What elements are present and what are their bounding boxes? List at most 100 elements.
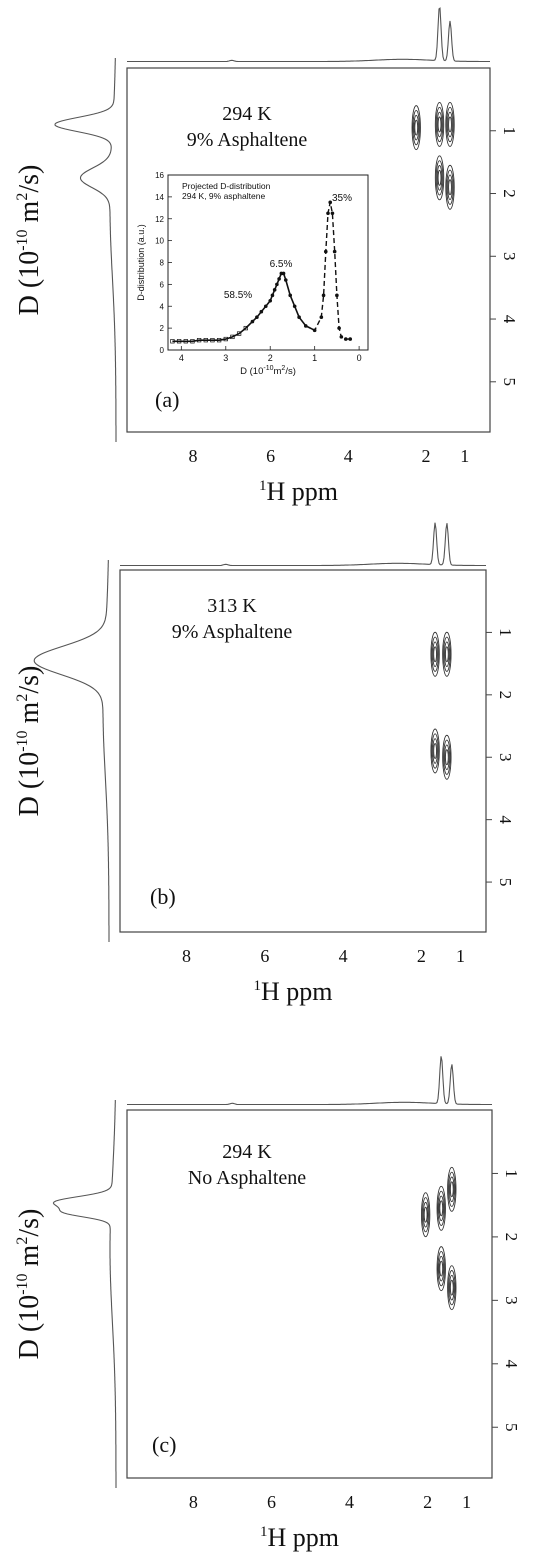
y-tick-label: 3	[496, 753, 515, 762]
cross-peak-4	[445, 164, 455, 210]
cross-peak-5	[411, 105, 421, 151]
top-projection-spectrum	[127, 7, 490, 63]
inset-peak-label-35: 35%	[332, 193, 352, 204]
y-tick-label: 2	[500, 189, 519, 198]
y-tick-label: 2	[496, 691, 515, 700]
cross-peak-1	[436, 1185, 446, 1231]
cross-peak-5	[420, 1192, 431, 1238]
x-tick-label: 6	[266, 446, 275, 466]
condition-temperature: 294 K	[222, 103, 272, 125]
inset-point	[268, 298, 273, 303]
inset-y-tick-label: 0	[160, 346, 165, 355]
cross-peak-4	[442, 734, 452, 780]
inset-x-tick-label: 3	[223, 353, 228, 363]
condition-sample: 9% Asphaltene	[187, 129, 308, 151]
panel-c: 1 2 3 4 5 8 6 4 2 1 1H ppm D (10-10 m2/s) 294 K No As…	[14, 1056, 521, 1552]
x-tick-label: 2	[423, 1492, 432, 1512]
cross-peak-2	[442, 631, 452, 677]
panel-b: 1 2 3 4 5 8 6 4 2 1 1H ppm D (10-10 m2/s) 313 K 9% As…	[14, 522, 515, 1006]
inset-point	[170, 339, 175, 344]
cross-peak-2	[445, 102, 455, 147]
condition-temperature: 294 K	[222, 1141, 272, 1163]
inset-y-tick-label: 12	[155, 215, 164, 224]
inset-point	[283, 278, 288, 282]
inset-peak-label-58-5: 58.5%	[224, 290, 252, 301]
plot-frame	[126, 1109, 493, 1479]
cross-peak-3	[436, 1246, 446, 1292]
x-tick-label: 1	[460, 446, 469, 466]
inset-point	[196, 338, 202, 343]
y-tick-label: 4	[502, 1360, 521, 1369]
inset-y-tick-label: 10	[155, 237, 164, 246]
x-tick-label: 1	[456, 946, 465, 966]
x-axis-label: 1H ppm	[259, 477, 338, 506]
inset-point	[343, 337, 348, 341]
inset-point	[303, 324, 308, 328]
panel-label: (c)	[152, 1432, 176, 1457]
cross-peak-1	[434, 102, 445, 147]
y-tick-label: 3	[502, 1296, 521, 1305]
x-tick-label: 8	[189, 1492, 198, 1512]
inset-point	[281, 271, 286, 276]
inset-point	[183, 339, 188, 344]
inset-y-tick-label: 8	[160, 259, 165, 268]
inset-point	[277, 277, 281, 281]
inset-point	[210, 338, 215, 343]
inset-point	[190, 339, 195, 344]
inset-y-tick-label: 14	[155, 193, 164, 202]
inset-point	[326, 211, 330, 216]
inset-point	[330, 211, 335, 216]
x-tick-label: 2	[421, 446, 430, 466]
inset-point	[275, 282, 279, 287]
inset-title-line-2: 294 K, 9% asphaltene	[182, 191, 265, 201]
y-tick-label: 2	[502, 1233, 521, 1242]
inset-x-tick-label: 2	[268, 353, 273, 363]
y-tick-label: 1	[502, 1169, 521, 1178]
inset-x-axis-label: D (10-10m2/s)	[240, 365, 296, 377]
inset-point	[272, 288, 277, 292]
left-projection-distribution	[54, 58, 117, 442]
inset-point	[230, 334, 235, 340]
panel-label: (b)	[150, 884, 176, 909]
inset-y-tick-label: 16	[155, 171, 164, 180]
inset-point	[337, 326, 341, 330]
inset-point	[255, 315, 259, 319]
inset-point	[270, 293, 275, 298]
inset-point	[328, 200, 333, 205]
inset-y-axis-label: D-distribution (a.u.)	[136, 224, 146, 301]
inset-point	[216, 338, 222, 343]
plot-frame	[126, 67, 491, 433]
cross-peak-1	[430, 631, 440, 677]
inset-point	[348, 337, 353, 341]
cross-peak-3	[430, 728, 440, 774]
inset-title-line-1: Projected D-distribution	[182, 181, 271, 191]
x-tick-label: 4	[344, 446, 353, 466]
inset-point	[236, 331, 242, 336]
inset-peak-label-6-5: 6.5%	[270, 259, 293, 270]
cross-peak-2	[447, 1166, 457, 1212]
y-axis-label: D (10-10 m2/s)	[14, 165, 45, 316]
y-tick-label: 1	[500, 127, 519, 136]
inset-point	[323, 249, 328, 254]
x-tick-label: 4	[345, 1492, 354, 1512]
inset-point	[332, 249, 337, 254]
top-projection-spectrum	[127, 1056, 492, 1106]
panel-label: (a)	[155, 387, 179, 412]
y-tick-label: 5	[502, 1423, 521, 1432]
left-projection-distribution	[52, 1100, 117, 1488]
x-tick-label: 6	[267, 1492, 276, 1512]
top-projection-spectrum	[120, 522, 486, 567]
inset-point	[259, 309, 264, 314]
inset-x-tick-label: 0	[357, 353, 362, 363]
inset-point	[288, 293, 293, 298]
inset-point	[250, 319, 255, 324]
x-tick-label: 2	[417, 946, 426, 966]
inset-point	[319, 315, 324, 319]
x-tick-label: 1	[462, 1492, 471, 1512]
inset-point	[339, 335, 344, 339]
cross-peak-4	[447, 1265, 457, 1311]
x-tick-label: 8	[182, 946, 191, 966]
inset-point	[335, 293, 339, 298]
condition-sample: No Asphaltene	[188, 1167, 306, 1189]
